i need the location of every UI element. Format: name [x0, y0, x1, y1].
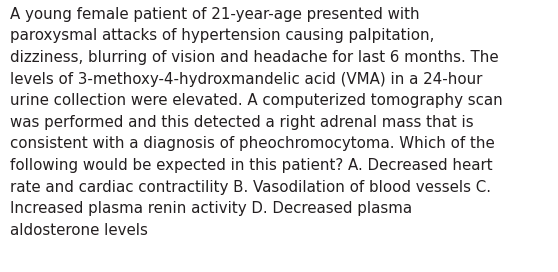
Text: A young female patient of 21-year-age presented with
paroxysmal attacks of hyper: A young female patient of 21-year-age pr…	[10, 7, 503, 238]
